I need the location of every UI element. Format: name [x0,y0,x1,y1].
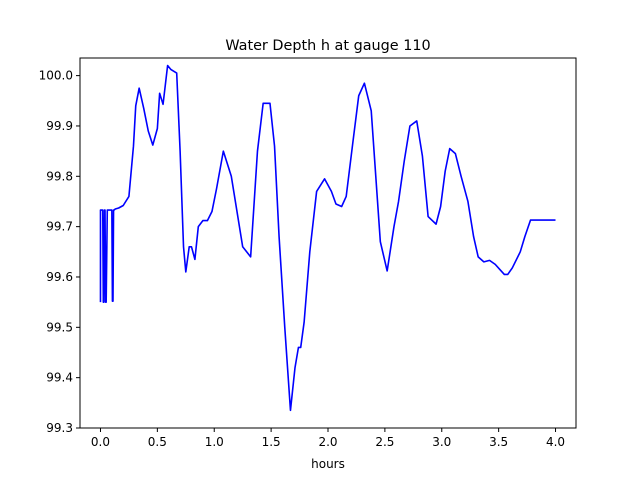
x-axis: 0.0 0.5 1.0 1.5 2.0 2.5 3.0 3.5 4.0 [91,428,565,449]
x-tick-label: 3.0 [432,435,451,449]
y-tick-label: 99.6 [46,270,73,284]
y-tick-label: 100.0 [39,69,73,83]
y-tick-label: 99.5 [46,320,73,334]
x-tick-label: 1.0 [205,435,224,449]
x-tick-label: 4.0 [546,435,565,449]
plot-area [99,64,556,412]
x-tick-label: 2.5 [375,435,394,449]
series-line [99,64,556,412]
x-tick-label: 3.5 [489,435,508,449]
chart-title: Water Depth h at gauge 110 [225,38,430,54]
y-tick-label: 99.7 [46,220,73,234]
x-tick-label: 1.5 [262,435,281,449]
y-axis: 99.3 99.4 99.5 99.6 99.7 99.8 99.9 100.0 [39,69,80,435]
x-tick-label: 0.0 [91,435,110,449]
y-tick-label: 99.3 [46,421,73,435]
y-tick-label: 99.8 [46,169,73,183]
x-tick-label: 0.5 [148,435,167,449]
x-axis-label: hours [311,457,345,471]
x-tick-label: 2.0 [318,435,337,449]
plot-frame [79,57,577,429]
y-tick-label: 99.9 [46,119,73,133]
y-tick-label: 99.4 [46,371,73,385]
